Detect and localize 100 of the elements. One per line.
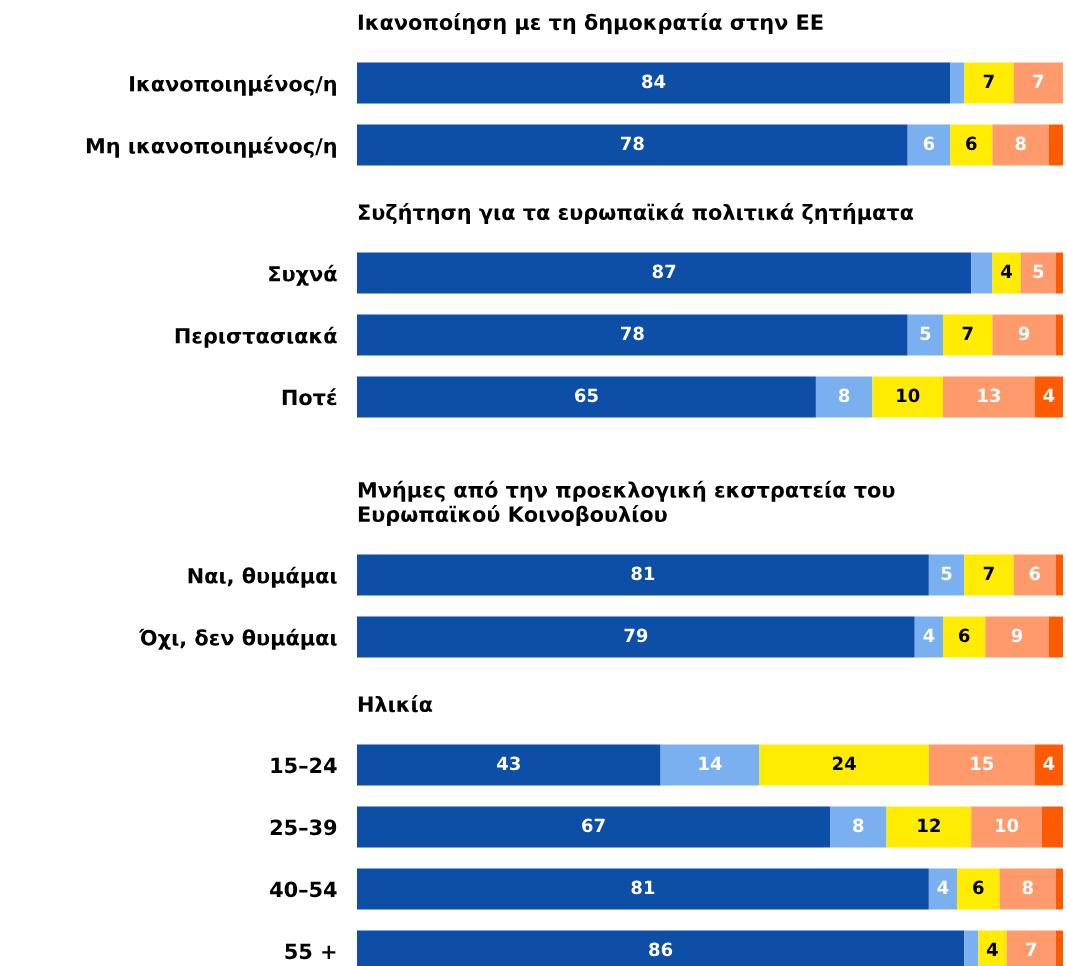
bar <box>928 554 965 596</box>
data-label: 9 <box>1011 628 1023 643</box>
y-tick-label: Ικανοποιημένος/η <box>130 74 336 96</box>
bar <box>660 744 760 786</box>
bar <box>992 124 1049 166</box>
bar <box>942 376 1035 418</box>
y-tick-label: Ποτέ <box>282 388 337 406</box>
data-label: 65 <box>575 388 598 403</box>
data-label: 8 <box>853 818 864 833</box>
data-label: 6 <box>923 136 935 151</box>
data-label: 78 <box>620 136 644 151</box>
data-label: 78 <box>620 326 644 341</box>
data-label: 4 <box>1043 756 1055 770</box>
data-label: 84 <box>642 74 666 89</box>
data-label: 5 <box>1033 264 1044 279</box>
chart-title: Ηλικία <box>358 695 433 713</box>
bar <box>964 554 1014 596</box>
bar <box>992 252 1021 294</box>
bar <box>830 806 887 848</box>
bar <box>1055 314 1063 356</box>
y-tick-label: 15–24 <box>271 757 337 774</box>
bar <box>957 868 1000 910</box>
bar <box>907 314 943 356</box>
data-label: 7 <box>983 74 994 88</box>
data-label: 81 <box>631 880 655 895</box>
data-label: 87 <box>652 264 676 279</box>
data-label: 4 <box>986 942 998 956</box>
data-label: 6 <box>973 880 984 895</box>
bar <box>942 616 986 658</box>
bar <box>1013 62 1063 104</box>
data-label: 5 <box>941 566 952 581</box>
bar <box>971 806 1042 848</box>
bar <box>907 124 951 166</box>
data-label: 81 <box>631 566 655 581</box>
bar <box>357 376 816 418</box>
data-label: 7 <box>983 566 994 580</box>
bar <box>1013 554 1056 596</box>
bar <box>942 314 993 356</box>
data-label: 4 <box>937 880 949 894</box>
data-label: 8 <box>1015 136 1026 151</box>
bar <box>914 616 943 658</box>
data-label: 7 <box>1033 74 1044 88</box>
data-label: 8 <box>1022 880 1033 895</box>
data-label: 24 <box>833 756 856 770</box>
data-label: 43 <box>497 756 520 771</box>
data-label: 86 <box>649 942 673 957</box>
y-tick-label: Περιστασιακά <box>175 326 337 348</box>
bar <box>815 376 873 418</box>
bar <box>950 62 965 104</box>
data-label: 6 <box>966 136 977 151</box>
bar <box>357 252 972 294</box>
y-tick-label: Συχνά <box>269 264 337 286</box>
bar <box>357 868 929 910</box>
data-label: 4 <box>923 628 935 642</box>
bar <box>759 744 929 786</box>
bar <box>992 314 1056 356</box>
chart-title: Μνήμες από την προεκλογική εκστρατεία του Ευρωπαϊκού Κοινοβουλίου <box>358 480 895 527</box>
y-tick-label: 40–54 <box>270 881 337 898</box>
bar <box>357 744 661 786</box>
bar <box>1034 376 1063 418</box>
y-tick-label: Όχι, δεν θυμάμαι <box>138 628 337 650</box>
data-label: 14 <box>699 756 722 770</box>
y-tick-label: 25–39 <box>270 819 337 836</box>
bar <box>1041 806 1063 848</box>
data-label: 6 <box>959 628 970 643</box>
bar <box>886 806 972 848</box>
bar <box>999 868 1056 910</box>
y-tick-label: Μη ικανοποιημένος/η <box>86 136 336 158</box>
data-label: 12 <box>918 818 940 832</box>
data-label: 10 <box>897 388 920 403</box>
bar <box>985 616 1049 658</box>
bar <box>1055 868 1063 910</box>
data-label: 8 <box>838 388 850 403</box>
chart-title: Συζήτηση για τα ευρωπαϊκά πολιτικά ζητήματα <box>358 203 914 225</box>
bar <box>357 314 908 356</box>
bar <box>971 252 993 294</box>
y-tick-label: 55 + <box>285 943 336 960</box>
data-label: 15 <box>971 756 994 771</box>
data-label: 7 <box>1026 942 1037 956</box>
data-label: 67 <box>582 818 605 833</box>
data-label: 6 <box>1029 566 1041 581</box>
bar <box>1048 124 1063 166</box>
data-label: 4 <box>1001 264 1012 278</box>
data-label: 5 <box>920 326 931 341</box>
data-label: 79 <box>624 628 648 643</box>
data-label: 10 <box>995 818 1019 833</box>
bar <box>950 124 993 166</box>
bar <box>928 744 1035 786</box>
data-label: 13 <box>978 388 1000 403</box>
data-label: 4 <box>1043 388 1055 402</box>
bar <box>1034 744 1063 786</box>
y-tick-label: Ναι, θυμάμαι <box>188 566 337 588</box>
bar <box>1020 252 1056 294</box>
bar <box>1048 616 1063 658</box>
bar <box>964 62 1014 104</box>
bar <box>872 376 943 418</box>
bar <box>1055 252 1063 294</box>
data-label: 9 <box>1018 326 1030 341</box>
bar <box>357 806 831 848</box>
chart-title: Ικανοποίηση με τη δημοκρατία στην ΕΕ <box>358 13 823 35</box>
